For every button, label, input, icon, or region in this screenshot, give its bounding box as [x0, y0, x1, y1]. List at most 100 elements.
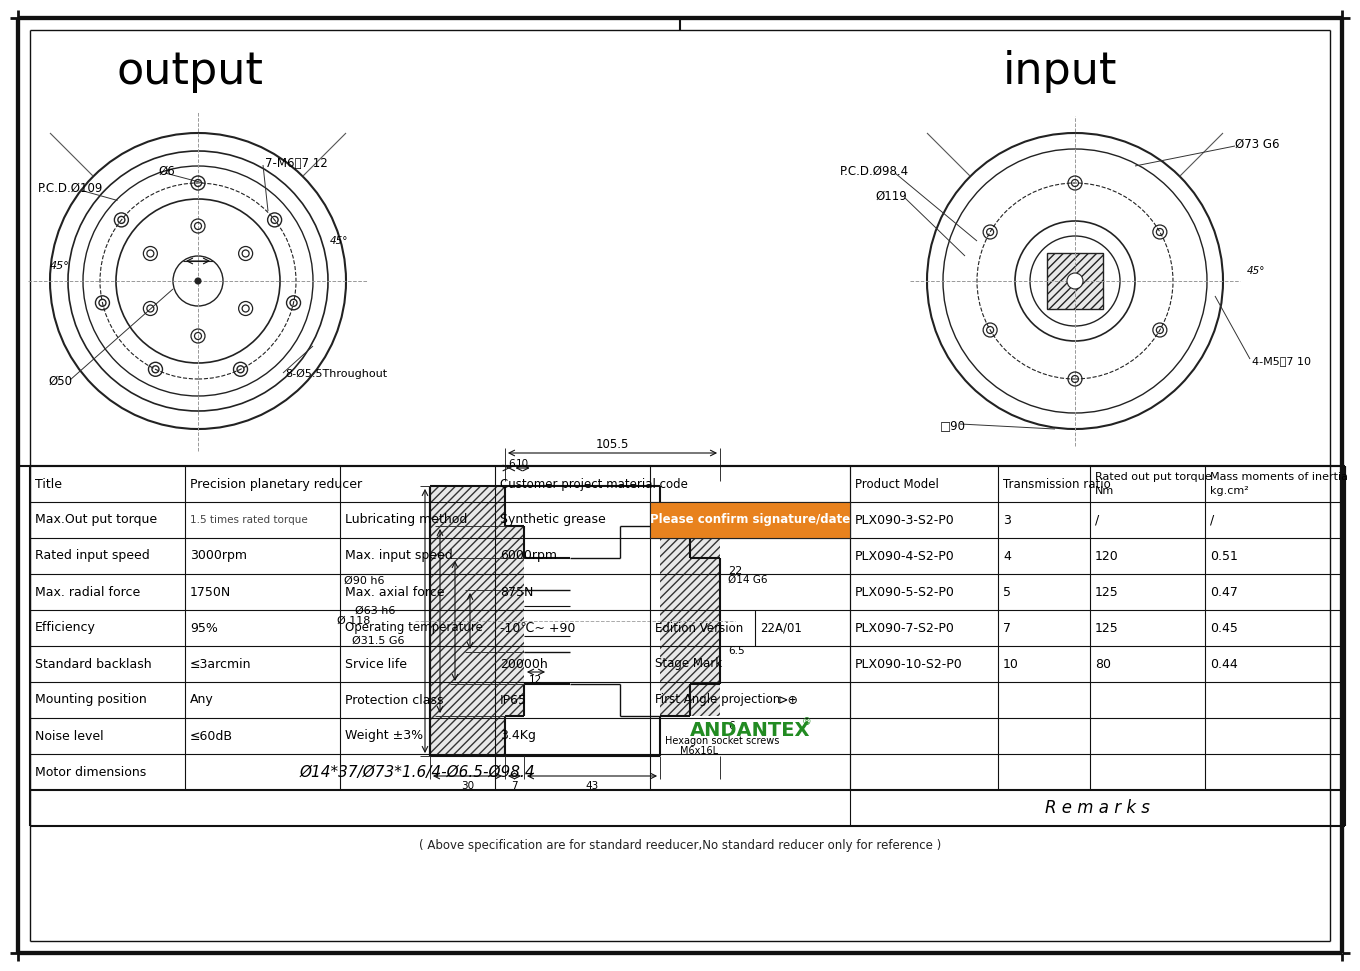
- Text: 4: 4: [1004, 550, 1010, 562]
- Text: PLX090-4-S2-P0: PLX090-4-S2-P0: [855, 550, 955, 562]
- Text: Srvice life: Srvice life: [345, 657, 407, 671]
- Text: 5: 5: [1004, 586, 1010, 598]
- Text: Max. input speed: Max. input speed: [345, 550, 453, 562]
- Text: Nm: Nm: [1095, 486, 1114, 496]
- Text: Ø31.5 G6: Ø31.5 G6: [352, 636, 405, 646]
- Text: 22: 22: [728, 566, 743, 576]
- Text: ®: ®: [802, 717, 812, 727]
- Text: 3.4Kg: 3.4Kg: [500, 729, 536, 743]
- Text: ANDANTEX: ANDANTEX: [690, 721, 811, 741]
- Text: Ø90 h6: Ø90 h6: [344, 576, 385, 586]
- Text: output: output: [117, 50, 264, 92]
- Text: Operating temperature: Operating temperature: [345, 621, 483, 634]
- Text: Hexagon socket screws: Hexagon socket screws: [665, 736, 779, 746]
- Text: PLX090-5-S2-P0: PLX090-5-S2-P0: [855, 586, 955, 598]
- Text: 875N: 875N: [500, 586, 533, 598]
- Text: Efficiency: Efficiency: [35, 621, 95, 634]
- Text: ⊳⊕: ⊳⊕: [778, 693, 800, 707]
- Text: Motor dimensions: Motor dimensions: [35, 765, 147, 779]
- Text: PLX090-7-S2-P0: PLX090-7-S2-P0: [855, 621, 955, 634]
- Text: -10℃~ +90: -10℃~ +90: [500, 621, 575, 634]
- Bar: [660, 526, 719, 558]
- Text: 3: 3: [1004, 514, 1010, 526]
- Text: input: input: [1002, 50, 1118, 92]
- Text: 7-M6⌒7 12: 7-M6⌒7 12: [265, 156, 328, 170]
- Text: 1750N: 1750N: [190, 586, 231, 598]
- Text: 80: 80: [1095, 657, 1111, 671]
- Text: 10: 10: [1004, 657, 1019, 671]
- Text: Standard backlash: Standard backlash: [35, 657, 151, 671]
- Text: PLX090-3-S2-P0: PLX090-3-S2-P0: [855, 514, 955, 526]
- Text: Mounting position: Mounting position: [35, 693, 147, 707]
- Text: Protection class: Protection class: [345, 693, 443, 707]
- Text: 105.5: 105.5: [596, 438, 630, 451]
- Bar: [430, 486, 505, 590]
- Text: 0.47: 0.47: [1210, 586, 1238, 598]
- Text: Transmission ratio: Transmission ratio: [1004, 478, 1111, 490]
- Text: □90: □90: [940, 419, 966, 432]
- Text: Precision planetary reducer: Precision planetary reducer: [190, 478, 362, 490]
- Text: 6000rpm: 6000rpm: [500, 550, 558, 562]
- Text: 10: 10: [515, 459, 529, 469]
- Text: Please confirm signature/date: Please confirm signature/date: [650, 514, 850, 526]
- Text: 3000rpm: 3000rpm: [190, 550, 248, 562]
- Text: Rated input speed: Rated input speed: [35, 550, 150, 562]
- Text: 45°: 45°: [330, 236, 348, 246]
- Text: ( Above specification are for standard reeducer,No standard reducer only for ref: ( Above specification are for standard r…: [419, 840, 941, 853]
- Text: Ø 118: Ø 118: [337, 616, 370, 626]
- Text: 8-Ø5.5Throughout: 8-Ø5.5Throughout: [286, 369, 388, 379]
- Text: Ø14*37/Ø73*1.6/4-Ø6.5-Ø98.4: Ø14*37/Ø73*1.6/4-Ø6.5-Ø98.4: [299, 764, 536, 780]
- Text: Mass moments of inertia: Mass moments of inertia: [1210, 472, 1348, 482]
- Text: 6: 6: [728, 721, 734, 731]
- Text: Ø6: Ø6: [158, 164, 174, 178]
- Text: Noise level: Noise level: [35, 729, 103, 743]
- Text: Weight ±3%: Weight ±3%: [345, 729, 423, 743]
- Text: 0.45: 0.45: [1210, 621, 1238, 634]
- Text: Any: Any: [190, 693, 214, 707]
- Text: 43: 43: [585, 781, 598, 791]
- Bar: [430, 590, 505, 756]
- Text: 0.44: 0.44: [1210, 657, 1238, 671]
- Text: 45°: 45°: [50, 261, 69, 271]
- Text: 7: 7: [1004, 621, 1010, 634]
- Text: 22A/01: 22A/01: [760, 621, 802, 634]
- Text: 120: 120: [1095, 550, 1119, 562]
- Text: Lubricating method: Lubricating method: [345, 514, 468, 526]
- Text: Ø73 G6: Ø73 G6: [1235, 138, 1280, 151]
- Text: Stage Mark: Stage Mark: [656, 657, 722, 671]
- Text: PLX090-10-S2-P0: PLX090-10-S2-P0: [855, 657, 963, 671]
- Circle shape: [1068, 273, 1083, 289]
- Text: 6.5: 6.5: [728, 646, 745, 656]
- Text: IP65: IP65: [500, 693, 528, 707]
- Text: Ø50: Ø50: [48, 375, 72, 387]
- Bar: [1047, 253, 1103, 309]
- Text: Edition Version: Edition Version: [656, 621, 744, 634]
- Text: First Angle projection: First Angle projection: [656, 693, 781, 707]
- Bar: [505, 526, 524, 558]
- Text: P.C.D.Ø98.4: P.C.D.Ø98.4: [840, 164, 908, 178]
- Text: Max. axial force: Max. axial force: [345, 586, 445, 598]
- Text: ≤3arcmin: ≤3arcmin: [190, 657, 252, 671]
- Text: 95%: 95%: [190, 621, 218, 634]
- Text: Ø14 G6: Ø14 G6: [728, 575, 767, 585]
- Text: Max.Out put torque: Max.Out put torque: [35, 514, 158, 526]
- Text: 20000h: 20000h: [500, 657, 548, 671]
- Text: R e m a r k s: R e m a r k s: [1044, 799, 1151, 817]
- Text: /: /: [1095, 514, 1099, 526]
- Bar: [660, 558, 719, 716]
- Text: 1.5 times rated torque: 1.5 times rated torque: [190, 515, 307, 525]
- Text: Synthetic grease: Synthetic grease: [500, 514, 605, 526]
- Text: kg.cm²: kg.cm²: [1210, 486, 1248, 496]
- Text: 4-M5⌒7 10: 4-M5⌒7 10: [1253, 356, 1311, 366]
- Bar: [505, 558, 524, 716]
- Text: P.C.D.Ø109: P.C.D.Ø109: [38, 182, 103, 194]
- Circle shape: [194, 278, 201, 284]
- Text: /: /: [1210, 514, 1214, 526]
- Text: M6x16L: M6x16L: [680, 746, 718, 756]
- Text: 125: 125: [1095, 586, 1119, 598]
- Text: 6: 6: [509, 459, 514, 469]
- Text: ≤60dB: ≤60dB: [190, 729, 233, 743]
- Text: Max. radial force: Max. radial force: [35, 586, 140, 598]
- Text: Product Model: Product Model: [855, 478, 938, 490]
- Text: Ø63 h6: Ø63 h6: [355, 606, 394, 616]
